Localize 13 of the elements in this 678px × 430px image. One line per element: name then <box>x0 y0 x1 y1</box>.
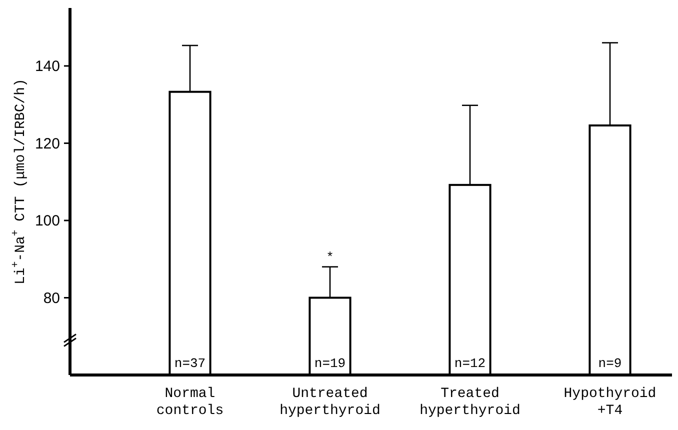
annotation: n=19 <box>314 356 346 371</box>
annotation: n=37 <box>174 356 206 371</box>
y-tick-label: 80 <box>43 290 60 307</box>
annotation: n=12 <box>454 356 486 371</box>
y-tick-label: 100 <box>34 212 60 230</box>
y-tick-label: 120 <box>34 135 60 152</box>
x-tick-label: Treated hyperthyroid <box>420 386 520 419</box>
annotation: * <box>326 250 334 265</box>
x-tick-label: Hypothyroid +T4 <box>564 386 656 419</box>
x-tick-label: Normal controls <box>156 386 224 419</box>
annotation: n=9 <box>598 356 622 371</box>
x-tick-label: Untreated hyperthyroid <box>280 386 380 419</box>
y-tick-label: 140 <box>34 58 60 76</box>
